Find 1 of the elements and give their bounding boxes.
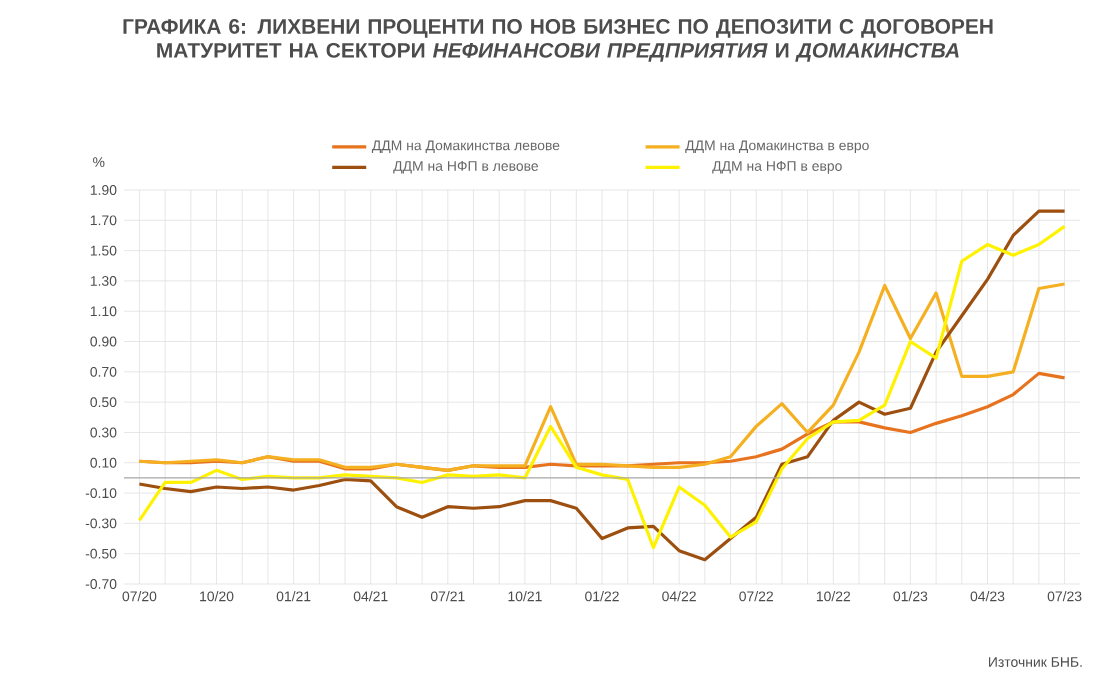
chart-title: ГРАФИКА 6: ЛИХВЕНИ ПРОЦЕНТИ ПО НОВ БИЗНЕС ПО ДЕПОЗИТИ С ДОГОВОРЕН МАТУРИТЕТ НА СЕКТОРИ НЕФИНАНСОВИ ПРЕДПРИЯТИЯ И ДОМАКИНСТВА	[123, 19, 993, 62]
